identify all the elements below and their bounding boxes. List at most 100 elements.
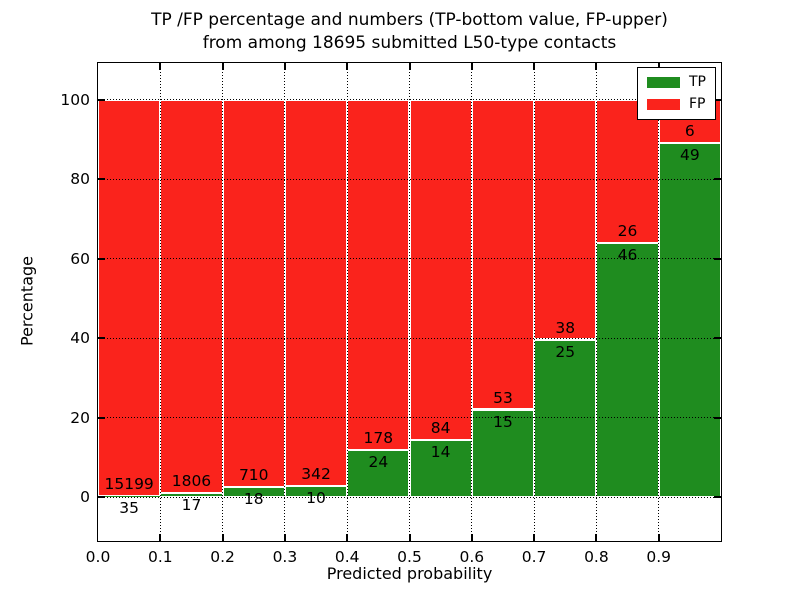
tp-count-label: 24 bbox=[368, 452, 389, 471]
y-tick-mark bbox=[714, 98, 721, 101]
fp-count-label: 15199 bbox=[104, 475, 154, 494]
y-tick-label: 100 bbox=[60, 90, 90, 109]
legend-item-fp: FP bbox=[647, 97, 706, 112]
fp-bar-segment bbox=[284, 99, 348, 486]
gridline-vertical bbox=[346, 63, 348, 541]
chart-title-line1: TP /FP percentage and numbers (TP-bottom… bbox=[151, 10, 668, 30]
x-tick-mark bbox=[283, 534, 286, 541]
fp-bar-segment bbox=[534, 99, 597, 340]
tp-count-label: 49 bbox=[679, 146, 700, 165]
fp-count-label: 6 bbox=[684, 122, 695, 141]
gridline-vertical bbox=[159, 63, 161, 541]
gridline-horizontal bbox=[98, 417, 721, 419]
y-axis-label: Percentage bbox=[17, 255, 37, 347]
gridline-vertical bbox=[595, 63, 597, 541]
plot-area: TP FP 15199 35 1806 17 710 18 342 10 178 24 84 14 53… bbox=[60, 62, 722, 566]
tp-count-label: 18 bbox=[243, 490, 264, 509]
legend-item-tp: TP bbox=[647, 75, 706, 90]
y-tick-mark bbox=[714, 496, 721, 499]
x-tick-mark bbox=[283, 63, 286, 70]
chart-title: TP /FP percentage and numbers (TP-bottom… bbox=[97, 9, 722, 55]
gridline-horizontal bbox=[98, 178, 721, 180]
x-tick-mark bbox=[533, 63, 536, 70]
x-tick-mark bbox=[408, 534, 411, 541]
gridline-horizontal bbox=[98, 496, 721, 498]
x-tick-label: 0.6 bbox=[459, 548, 485, 566]
gridline-vertical bbox=[284, 63, 286, 541]
fp-bar-segment bbox=[347, 99, 410, 450]
x-tick-mark bbox=[657, 534, 660, 541]
tp-count-label: 14 bbox=[430, 443, 451, 462]
tp-bar-segment bbox=[658, 143, 721, 498]
y-tick-mark bbox=[98, 337, 105, 340]
gridline-vertical bbox=[222, 63, 224, 541]
x-tick-mark bbox=[221, 63, 224, 70]
y-tick-mark bbox=[714, 337, 721, 340]
tp-bar-segment bbox=[534, 339, 597, 498]
fp-bar-segment bbox=[471, 99, 535, 410]
fp-bar-segment bbox=[98, 99, 161, 497]
x-tick-mark bbox=[346, 534, 349, 541]
tp-bar-segment bbox=[471, 409, 535, 498]
tp-bar-segment bbox=[596, 243, 659, 498]
y-tick-label: 40 bbox=[70, 329, 90, 348]
x-tick-label: 0.5 bbox=[397, 548, 422, 566]
x-tick-mark bbox=[595, 63, 598, 70]
fp-count-label: 53 bbox=[493, 388, 513, 407]
x-tick-mark bbox=[595, 534, 598, 541]
gridline-vertical bbox=[533, 63, 535, 541]
gridline-vertical bbox=[658, 63, 660, 541]
x-tick-mark bbox=[159, 534, 162, 541]
fp-count-label: 84 bbox=[430, 419, 451, 438]
y-tick-mark bbox=[98, 496, 105, 499]
x-tick-mark bbox=[657, 63, 660, 70]
x-tick-mark bbox=[470, 63, 473, 70]
y-tick-mark bbox=[714, 257, 721, 260]
y-tick-label: 0 bbox=[80, 488, 90, 507]
tp-bar-segment bbox=[222, 487, 285, 498]
fp-count-label: 1806 bbox=[171, 472, 212, 491]
x-tick-mark bbox=[470, 534, 473, 541]
fp-bar-segment bbox=[222, 99, 285, 488]
fp-bar-segment bbox=[596, 99, 659, 244]
x-tick-label: 0.8 bbox=[584, 548, 609, 566]
chart-title-line2: from among 18695 submitted L50-type cont… bbox=[202, 33, 617, 53]
tp-count-label: 25 bbox=[555, 342, 576, 361]
legend-label-tp: TP bbox=[689, 74, 706, 90]
y-tick-mark bbox=[714, 178, 721, 181]
fp-swatch-icon bbox=[647, 99, 680, 110]
x-tick-label: 0.2 bbox=[210, 548, 235, 566]
y-tick-mark bbox=[98, 178, 105, 181]
legend: TP FP bbox=[637, 67, 716, 120]
x-tick-label: 0.7 bbox=[521, 548, 547, 566]
fp-count-label: 178 bbox=[363, 428, 394, 447]
gridline-vertical bbox=[409, 63, 410, 541]
x-tick-label: 0.1 bbox=[147, 548, 173, 566]
x-tick-label: 0.9 bbox=[646, 548, 672, 566]
x-tick-label: 0.0 bbox=[85, 548, 111, 566]
y-tick-mark bbox=[714, 416, 721, 419]
gridline-vertical bbox=[471, 63, 473, 541]
x-tick-mark bbox=[408, 63, 411, 70]
x-tick-label: 0.4 bbox=[334, 548, 360, 566]
tp-count-label: 17 bbox=[181, 496, 202, 515]
tp-count-label: 35 bbox=[119, 499, 140, 518]
tp-bar-segment bbox=[409, 440, 472, 498]
x-axis-label: Predicted probability bbox=[326, 564, 493, 583]
gridline-horizontal bbox=[98, 258, 721, 260]
fp-bar-segment bbox=[160, 99, 223, 494]
fp-count-label: 38 bbox=[555, 318, 576, 337]
y-tick-mark bbox=[98, 257, 105, 260]
fp-count-label: 342 bbox=[301, 464, 331, 483]
x-tick-mark bbox=[533, 534, 536, 541]
x-tick-mark bbox=[221, 534, 224, 541]
tp-count-label: 15 bbox=[493, 412, 513, 431]
x-tick-label: 0.3 bbox=[272, 548, 298, 566]
tp-bar-segment bbox=[284, 485, 348, 498]
tp-count-label: 46 bbox=[617, 246, 638, 265]
fp-count-label: 26 bbox=[617, 222, 638, 241]
fp-count-label: 710 bbox=[238, 466, 269, 485]
fp-bar-segment bbox=[409, 99, 472, 441]
y-tick-label: 60 bbox=[70, 249, 90, 268]
